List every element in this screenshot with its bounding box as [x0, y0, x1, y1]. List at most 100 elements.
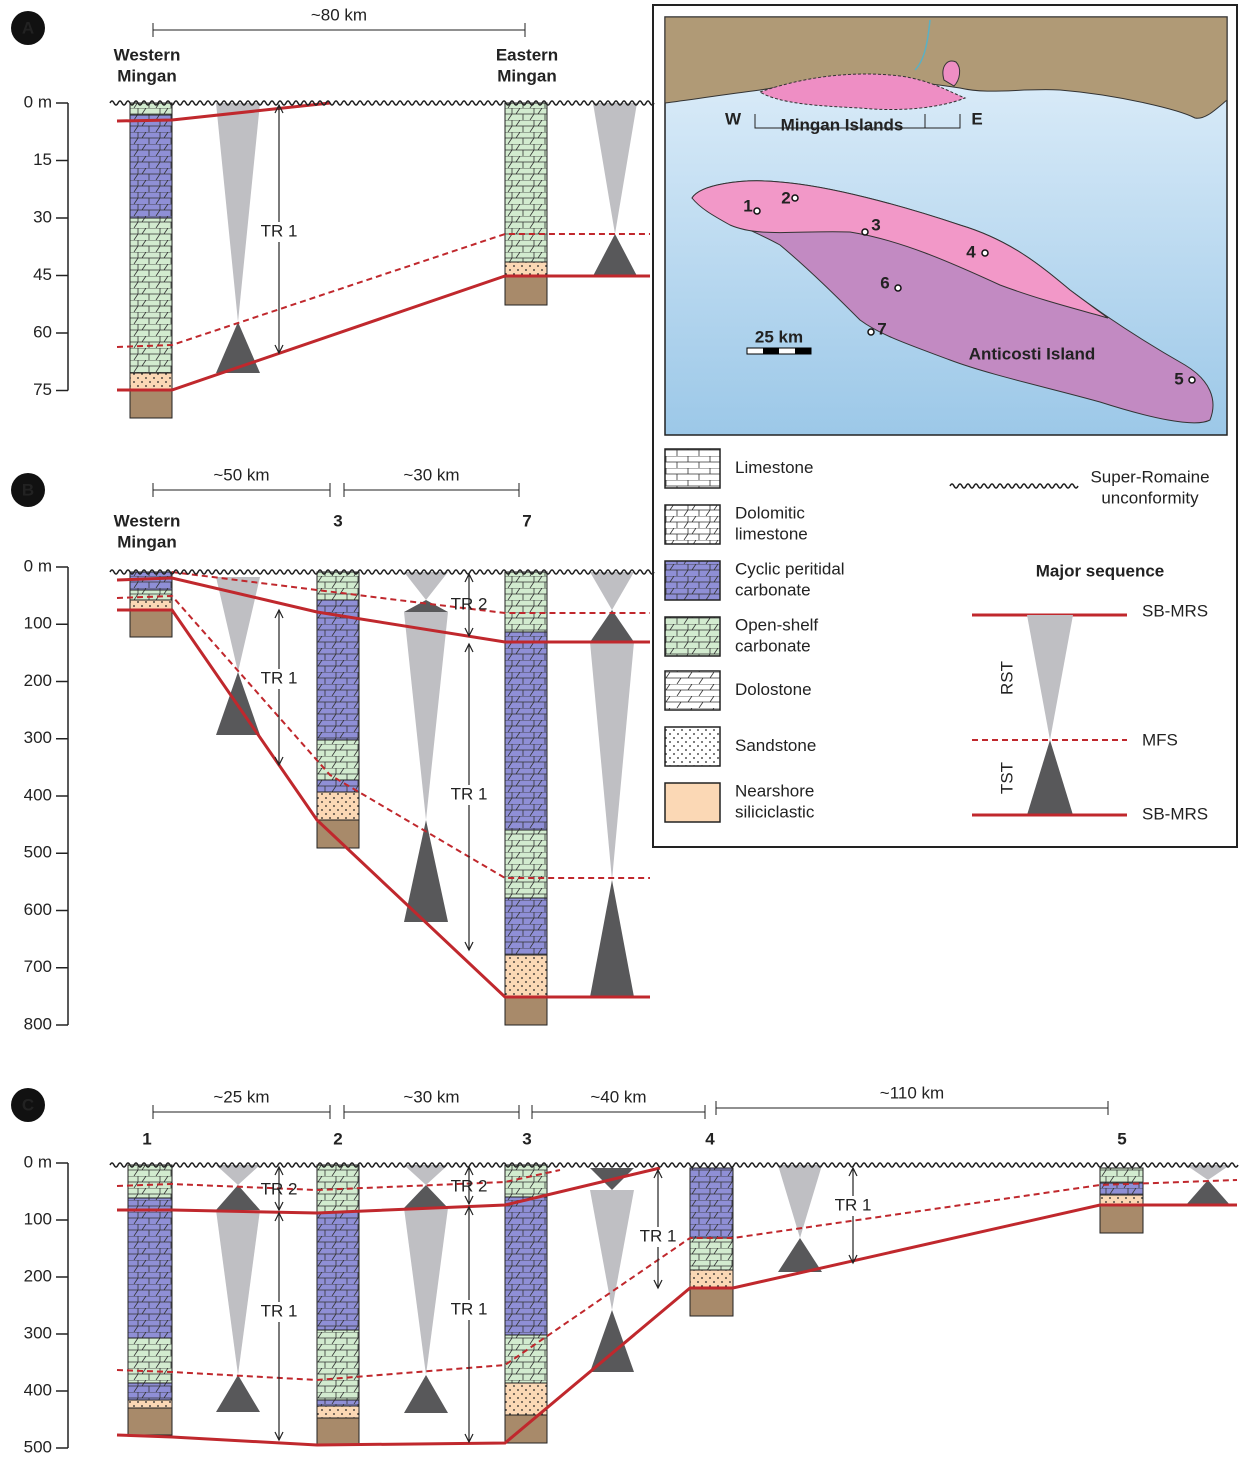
lithology [505, 997, 547, 1025]
lithology [505, 955, 547, 997]
column-label: Eastern [496, 45, 558, 64]
legend-label: Nearshore [735, 781, 814, 800]
site-label: 1 [743, 196, 752, 215]
distance-label: ~40 km [590, 1087, 646, 1106]
tr-label: TR 1 [261, 221, 298, 240]
rst-wedge [593, 103, 637, 234]
legend-swatch [665, 505, 720, 544]
column-label: Western [114, 511, 181, 530]
legend-label: Sandstone [735, 736, 816, 755]
depth-label: 0 m [24, 1152, 52, 1171]
tr-label: TR 1 [261, 668, 298, 687]
distance-bar [153, 23, 525, 37]
lithology [690, 1270, 733, 1288]
lithology [317, 600, 359, 740]
legend-label: carbonate [735, 580, 811, 599]
mfs-line [117, 1180, 1237, 1380]
distance-bar [716, 1101, 1108, 1115]
tr-label: TR 1 [451, 1299, 488, 1318]
lithology [505, 572, 547, 632]
mfs-line [117, 234, 650, 347]
depth-label: 60 [33, 322, 52, 341]
column-label: Mingan [117, 66, 177, 85]
site-label: 4 [966, 242, 976, 261]
column-label: 3 [522, 1129, 531, 1148]
lithology [505, 1197, 547, 1335]
lithology [130, 590, 172, 600]
sb-mrs-line [117, 610, 650, 997]
legend-label: SB-MRS [1142, 601, 1208, 620]
site [868, 329, 874, 335]
legend-label: Super-Romaine [1090, 467, 1209, 486]
tr-label: TR 1 [451, 784, 488, 803]
lithology [317, 1212, 359, 1330]
lithology [130, 115, 172, 218]
lithology [128, 1408, 172, 1435]
site [1189, 377, 1195, 383]
column-label: 3 [333, 511, 342, 530]
depth-label: 400 [24, 1380, 52, 1399]
unconformity [110, 101, 654, 105]
tst-wedge [216, 322, 260, 373]
lithology [505, 277, 547, 305]
site [754, 208, 760, 214]
tst-wedge [1186, 1180, 1230, 1205]
diagram: A0 m1530456075~80 kmWesternMinganEastern… [0, 0, 1239, 1459]
legend-label: Cyclic peritidal [735, 559, 845, 578]
legend-swatch [665, 671, 720, 710]
depth-label: 600 [24, 900, 52, 919]
rst-wedge [216, 103, 260, 322]
legend-label: MFS [1142, 730, 1178, 749]
lithology [505, 103, 547, 262]
distance-bar [153, 483, 330, 497]
tst-wedge [590, 610, 634, 642]
lithology [317, 1330, 359, 1400]
map-label: E [971, 109, 982, 128]
distance-label: ~30 km [403, 1087, 459, 1106]
depth-label: 45 [33, 265, 52, 284]
depth-label: 300 [24, 1323, 52, 1342]
depth-label: 500 [24, 1437, 52, 1456]
lithology [128, 1198, 172, 1338]
lithology [1100, 1205, 1143, 1233]
lithology [505, 1383, 547, 1415]
lithology [130, 572, 172, 590]
tr-label: TR 1 [640, 1226, 677, 1245]
unconformity [110, 570, 654, 574]
depth-label: 400 [24, 785, 52, 804]
map-label: Anticosti Island [969, 344, 1096, 363]
lithology [128, 1400, 172, 1408]
legend-label: Dolostone [735, 680, 812, 699]
legend-label: Open-shelf [735, 615, 818, 634]
depth-label: 200 [24, 671, 52, 690]
tr-label: TR 1 [261, 1301, 298, 1320]
lithology [317, 740, 359, 780]
tr-label: TR 2 [451, 1176, 488, 1195]
panel-letter: C [22, 1095, 34, 1114]
sb-mrs-line [117, 1168, 660, 1213]
map-label: Mingan Islands [781, 115, 904, 134]
depth-label: 700 [24, 957, 52, 976]
depth-label: 800 [24, 1014, 52, 1033]
depth-label: 0 m [24, 92, 52, 111]
depth-label: 15 [33, 150, 52, 169]
rst-wedge [1186, 1165, 1230, 1180]
lithology [317, 572, 359, 600]
lithology [505, 632, 547, 830]
lithology [317, 780, 359, 792]
depth-label: 100 [24, 614, 52, 633]
lithology [690, 1238, 733, 1270]
rst-wedge [404, 572, 448, 600]
rst-wedge [590, 642, 634, 880]
depth-label: 30 [33, 207, 52, 226]
legend-label: Limestone [735, 458, 813, 477]
sb-mrs-line [117, 578, 650, 642]
depth-label: 200 [24, 1266, 52, 1285]
rst-wedge [590, 1190, 634, 1310]
lithology [130, 373, 172, 390]
map-label: W [725, 109, 742, 128]
lithology [505, 1335, 547, 1383]
distance-label: ~80 km [311, 5, 367, 24]
column-label: Mingan [497, 66, 557, 85]
map-label: 25 km [755, 327, 803, 346]
